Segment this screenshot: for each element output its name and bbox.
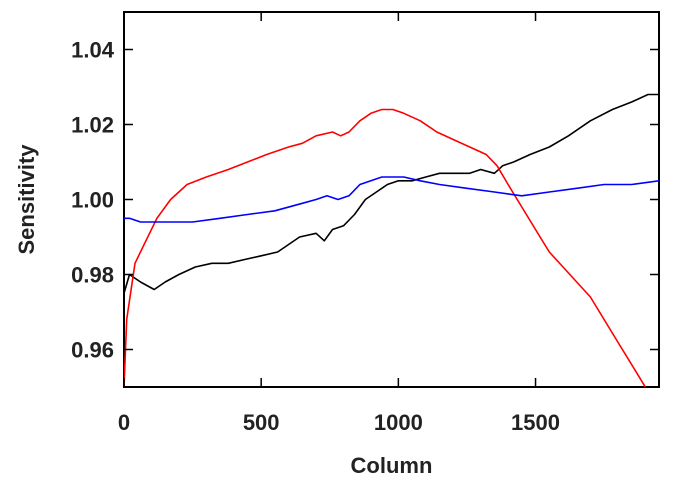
series-layer (124, 93, 659, 387)
y-tick-label-5: 1.04 (71, 38, 115, 63)
x-tick-label-3: 1000 (374, 410, 423, 435)
series-line-2 (124, 108, 646, 387)
y-tick-label-3: 1.00 (71, 188, 114, 213)
plot-frame (123, 11, 660, 388)
x-tick-labels: 0 500 1000 1500 (118, 410, 560, 435)
x-tick-label-1: 0 (118, 410, 130, 435)
y-axis-title: Sensitivity (14, 144, 39, 255)
x-tick-label-4: 1500 (511, 410, 560, 435)
x-axis-title: Column (351, 453, 433, 478)
x-tick-label-2: 500 (243, 410, 280, 435)
series-line-3 (124, 176, 659, 223)
y-tick-labels: 0.96 0.98 1.00 1.02 1.04 (71, 38, 115, 363)
y-tick-label-1: 0.96 (71, 338, 114, 363)
y-tick-label-2: 0.98 (71, 263, 114, 288)
series-line-1 (124, 93, 659, 294)
ticks-layer (123, 12, 659, 387)
y-tick-label-4: 1.02 (71, 113, 114, 138)
